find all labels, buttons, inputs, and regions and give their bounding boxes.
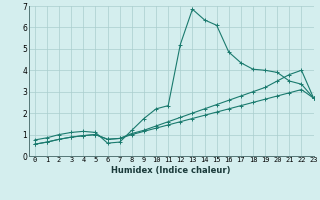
X-axis label: Humidex (Indice chaleur): Humidex (Indice chaleur) (111, 166, 231, 175)
